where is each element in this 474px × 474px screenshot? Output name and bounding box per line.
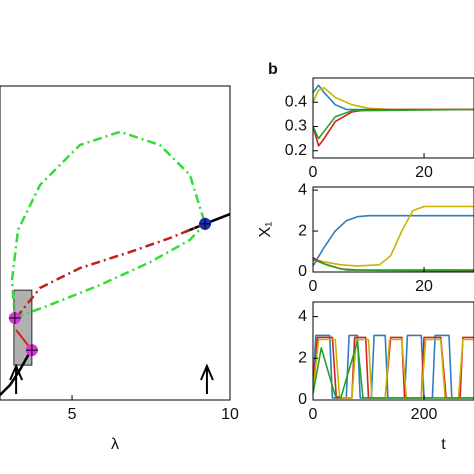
y-tick-label: 0.3 bbox=[285, 118, 307, 135]
y-axis-label: X₁ bbox=[257, 221, 274, 237]
series-line bbox=[0, 212, 230, 396]
axes-frame bbox=[312, 77, 474, 159]
y-tick-label: 2 bbox=[298, 350, 307, 367]
series-line bbox=[313, 108, 474, 147]
plot-area bbox=[0, 130, 230, 396]
x-tick-label: 0 bbox=[309, 406, 318, 423]
plot-area bbox=[313, 334, 474, 399]
axes-frame bbox=[312, 301, 474, 401]
series-line bbox=[14, 222, 206, 320]
plot-area bbox=[313, 84, 474, 147]
x-axis-label: λ bbox=[111, 436, 119, 453]
marker-cross bbox=[8, 312, 21, 325]
axes-frame bbox=[0, 85, 231, 401]
x-tick-label: 5 bbox=[68, 406, 77, 423]
series-line bbox=[313, 214, 474, 267]
marker-cross bbox=[25, 344, 38, 357]
x-axis-label: t bbox=[441, 436, 446, 453]
y-tick-label: 4 bbox=[298, 308, 307, 325]
x-tick-label: 0 bbox=[309, 164, 318, 181]
x-tick-label: 20 bbox=[415, 164, 433, 181]
axes-frame bbox=[312, 186, 474, 273]
series-line bbox=[313, 258, 474, 272]
y-tick-label: 0.2 bbox=[285, 142, 307, 159]
series-line bbox=[313, 340, 474, 399]
series-line bbox=[313, 205, 474, 267]
panel-label: b bbox=[268, 61, 278, 78]
y-tick-label: 0 bbox=[298, 391, 307, 408]
x-tick-label: 0 bbox=[309, 278, 318, 295]
arrow bbox=[9, 363, 24, 394]
arrow bbox=[200, 363, 214, 394]
plot-area bbox=[313, 205, 474, 272]
series-line bbox=[10, 130, 207, 319]
x-tick-label: 20 bbox=[415, 278, 433, 295]
marker-cross bbox=[199, 217, 212, 230]
series-line bbox=[313, 108, 474, 140]
y-tick-label: 2 bbox=[298, 222, 307, 239]
series-line bbox=[15, 222, 206, 319]
y-tick-label: 0.4 bbox=[285, 93, 307, 110]
x-tick-label: 10 bbox=[221, 406, 239, 423]
y-tick-label: 0 bbox=[298, 263, 307, 280]
y-tick-label: 4 bbox=[298, 181, 307, 198]
x-tick-label: 200 bbox=[411, 406, 438, 423]
